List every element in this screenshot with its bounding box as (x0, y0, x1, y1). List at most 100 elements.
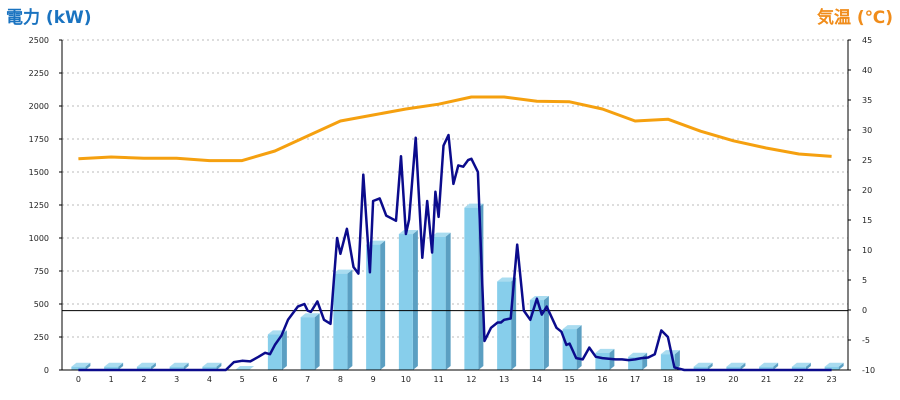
bar-side (838, 362, 844, 370)
bar (169, 362, 189, 370)
bar-top (431, 232, 451, 237)
left-tick-label: 2250 (29, 69, 49, 78)
bar-side (347, 269, 353, 370)
bar-side (740, 362, 746, 370)
bar-side (674, 350, 680, 370)
bar-front (726, 366, 741, 370)
bar-top (398, 230, 418, 235)
bar-front (562, 329, 577, 370)
bar-side (707, 362, 713, 370)
bar (366, 240, 386, 370)
bar-side (118, 362, 124, 370)
bar-front (497, 281, 512, 370)
bar (333, 269, 353, 370)
left-tick-label: 1000 (29, 234, 49, 243)
bar-top (595, 348, 615, 353)
bar-top (333, 269, 353, 274)
x-tick-label: 2 (141, 375, 146, 384)
bar-side (85, 362, 91, 370)
bar-top (693, 362, 713, 367)
bar-side (445, 232, 451, 370)
left-tick-label: 1500 (29, 168, 49, 177)
bar (104, 362, 124, 370)
left-tick-label: 1250 (29, 201, 49, 210)
bar (529, 296, 549, 370)
bar-front (693, 366, 708, 370)
x-tick-label: 8 (338, 375, 343, 384)
x-tick-label: 9 (371, 375, 376, 384)
bar-side (773, 362, 779, 370)
x-tick-label: 12 (466, 375, 476, 384)
bar-top (71, 362, 91, 367)
bar (595, 348, 615, 370)
bar-top (104, 362, 124, 367)
bar-top (562, 325, 582, 330)
x-tick-label: 15 (565, 375, 575, 384)
x-tick-label: 18 (663, 375, 673, 384)
x-tick-label: 5 (240, 375, 245, 384)
bar-side (805, 362, 811, 370)
x-tick-label: 1 (109, 375, 114, 384)
x-tick-label: 10 (401, 375, 411, 384)
left-tick-label: 750 (34, 267, 49, 276)
bar (726, 362, 746, 370)
bar-side (412, 230, 418, 370)
bar-side (380, 240, 386, 370)
bar-top (824, 362, 844, 367)
bar-top (136, 362, 156, 367)
bar-front (300, 317, 315, 370)
right-axis-title: 気温 (℃) (816, 7, 893, 28)
bar-top (202, 362, 222, 367)
power-line (78, 133, 832, 372)
bar (300, 313, 320, 370)
bar-top (759, 362, 779, 367)
bar-side (576, 325, 582, 370)
bar-front (333, 273, 348, 370)
x-tick-label: 6 (272, 375, 277, 384)
bar-front (267, 334, 282, 370)
right-tick-label: 0 (862, 306, 867, 315)
bar-top (300, 313, 320, 318)
gridlines (62, 39, 848, 338)
bar-side (543, 296, 549, 370)
right-tick-label: 5 (862, 276, 867, 285)
right-tick-label: 10 (862, 246, 872, 255)
x-tick-label: 14 (532, 375, 542, 384)
right-tick-label: 35 (862, 96, 872, 105)
bar (824, 362, 844, 370)
left-tick-label: 500 (34, 300, 49, 309)
right-tick-label: -10 (862, 366, 875, 375)
left-tick-label: 0 (44, 366, 49, 375)
bar-front (71, 366, 86, 370)
bar-top (169, 362, 189, 367)
bar-top (628, 352, 648, 357)
bar (235, 366, 255, 370)
bar-top (235, 366, 255, 370)
temperature-line (78, 95, 832, 163)
x-tick-label: 3 (174, 375, 179, 384)
bar-front (169, 366, 184, 370)
bar-front (366, 244, 381, 370)
bar (562, 325, 582, 370)
bar-front (759, 366, 774, 370)
bar (71, 362, 91, 370)
bar-side (183, 362, 189, 370)
bar (398, 230, 418, 370)
right-tick-label: 30 (862, 126, 872, 135)
bar (136, 362, 156, 370)
bar-front (136, 366, 151, 370)
bar-front (824, 366, 839, 370)
left-axis-title: 電力 (kW) (6, 7, 92, 28)
bar-side (150, 362, 156, 370)
x-tick-label: 21 (761, 375, 771, 384)
right-tick-label: 45 (862, 36, 872, 45)
left-tick-label: 1750 (29, 135, 49, 144)
bar-front (202, 366, 217, 370)
bar (267, 330, 287, 370)
left-tick-label: 2500 (29, 36, 49, 45)
left-tick-label: 250 (34, 333, 49, 342)
bar-side (314, 313, 320, 370)
x-tick-label: 0 (76, 375, 81, 384)
bar-top (791, 362, 811, 367)
